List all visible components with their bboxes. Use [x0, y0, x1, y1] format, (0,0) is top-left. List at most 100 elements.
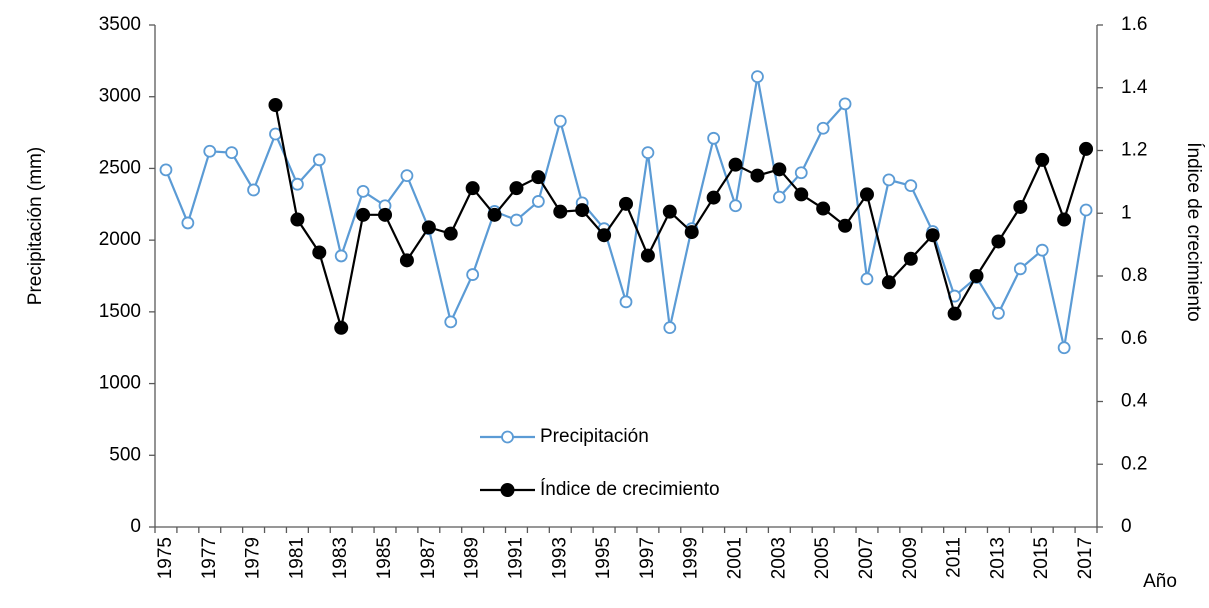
data-point [1057, 212, 1072, 227]
series-line [274, 104, 1088, 329]
y2-tick-label: 0.2 [1121, 453, 1147, 474]
data-point [1013, 199, 1028, 214]
data-point [707, 131, 721, 145]
data-point [509, 181, 524, 196]
data-point [421, 220, 436, 235]
y2-tick-label: 0.4 [1121, 391, 1148, 412]
y-axis-title: Precipitación (mm) [25, 147, 46, 305]
data-point [1035, 243, 1049, 257]
data-point [290, 177, 304, 191]
data-point [641, 146, 655, 160]
x-tick-label: 1987 [418, 537, 439, 579]
data-point [334, 320, 349, 335]
data-point [619, 295, 633, 309]
data-point [860, 272, 874, 286]
data-point [882, 173, 896, 187]
data-point [465, 181, 480, 196]
data-point [969, 269, 984, 283]
y2-tick-label: 0.8 [1121, 265, 1147, 286]
y-tick-label: 2000 [99, 229, 141, 250]
y-tick-label: 0 [130, 516, 141, 537]
data-point [904, 179, 918, 193]
data-point [356, 207, 371, 222]
data-point [992, 306, 1005, 320]
y2-axis-title: Índice de crecimiento [1183, 142, 1204, 322]
data-point [1079, 141, 1094, 156]
x-tick-label: 2017 [1075, 537, 1096, 579]
x-tick-label: 1997 [637, 537, 658, 579]
x-tick-label: 1991 [505, 537, 526, 579]
data-point [684, 225, 699, 240]
data-point [1035, 152, 1050, 167]
y2-tick-label: 1 [1121, 202, 1132, 223]
data-point [772, 190, 786, 204]
data-point [750, 168, 765, 183]
y-tick-label: 1000 [99, 373, 141, 394]
x-tick-label: 1993 [549, 537, 570, 579]
data-point [597, 228, 612, 243]
data-point [334, 249, 348, 263]
data-point [575, 203, 590, 218]
data-point [859, 187, 874, 202]
data-point [268, 98, 283, 113]
legend-label: Precipitación [540, 426, 649, 447]
data-point [378, 207, 393, 222]
legend-marker [500, 483, 515, 497]
y-tick-label: 1500 [99, 301, 141, 322]
data-point [290, 212, 305, 227]
data-point [838, 97, 852, 111]
x-tick-label: 1977 [199, 537, 220, 579]
x-tick-label: 2011 [944, 537, 965, 578]
x-tick-label: 2015 [1031, 537, 1052, 579]
data-point [794, 187, 809, 202]
data-point [640, 248, 655, 263]
x-tick-label: 2009 [900, 537, 921, 579]
data-point [312, 153, 326, 167]
data-point [466, 268, 480, 281]
data-point [925, 228, 940, 243]
x-tick-label: 1989 [462, 537, 483, 579]
y2-tick-label: 0.6 [1121, 328, 1147, 349]
x-tick-label: 2005 [812, 537, 833, 579]
y-tick-label: 3500 [99, 14, 141, 35]
data-point [991, 234, 1006, 249]
data-point [443, 226, 458, 241]
x-tick-label: 1983 [330, 537, 351, 579]
data-point [729, 199, 742, 213]
data-point [553, 114, 567, 128]
data-point [247, 183, 260, 197]
y2-tick-label: 1.6 [1121, 14, 1147, 35]
data-point [203, 144, 217, 158]
legend-marker [501, 430, 514, 444]
data-point [728, 157, 743, 172]
x-tick-label: 1975 [155, 537, 176, 579]
data-point [159, 163, 173, 177]
data-point [510, 213, 523, 227]
data-point [553, 204, 568, 219]
data-point [1079, 203, 1093, 217]
y2-tick-label: 0 [1121, 516, 1132, 537]
data-point [487, 207, 502, 222]
data-point [663, 321, 677, 335]
x-tick-label: 1995 [593, 537, 614, 579]
data-point [400, 169, 414, 183]
data-point [903, 251, 918, 266]
data-point [772, 162, 787, 177]
y-tick-label: 2500 [99, 157, 141, 178]
data-point [531, 170, 546, 185]
x-tick-label: 2003 [768, 537, 789, 579]
y-tick-label: 3000 [99, 86, 141, 107]
y2-tick-label: 1.4 [1121, 77, 1148, 98]
data-point [531, 195, 545, 208]
x-tick-label: 2013 [987, 537, 1008, 579]
x-tick-label: 1999 [681, 537, 702, 579]
data-point [794, 166, 808, 180]
data-point [816, 121, 830, 135]
data-point [444, 315, 458, 329]
x-axis-title: Año [1143, 571, 1177, 592]
data-point [1057, 341, 1071, 355]
y2-tick-label: 1.2 [1121, 140, 1147, 161]
data-point [838, 218, 853, 233]
data-point [816, 201, 831, 216]
